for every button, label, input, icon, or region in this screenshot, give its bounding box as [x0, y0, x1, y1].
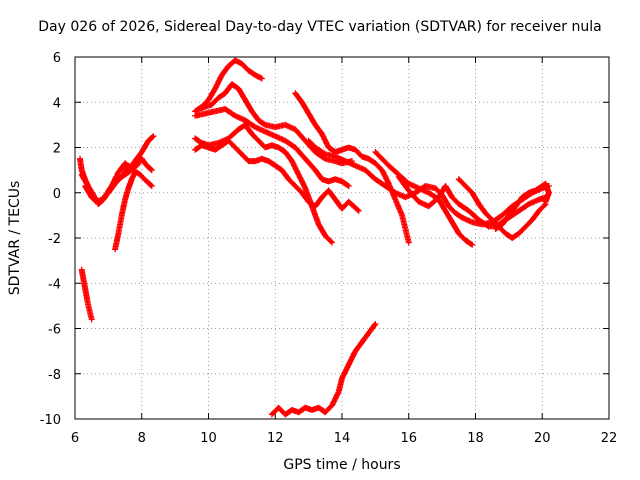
y-tick-label: 4 — [53, 96, 61, 111]
x-tick-label: 6 — [71, 431, 79, 446]
chart-title: Day 026 of 2026, Sidereal Day-to-day VTE… — [38, 19, 602, 35]
series-markers — [77, 57, 552, 418]
x-tick-label: 10 — [200, 431, 217, 446]
y-axis-label: SDTVAR / TECUs — [7, 180, 23, 296]
x-tick-label: 18 — [467, 431, 484, 446]
x-axis-label: GPS time / hours — [283, 457, 401, 473]
x-tick-label: 14 — [334, 431, 351, 446]
grid — [75, 57, 609, 419]
y-tick-label: 2 — [53, 142, 61, 157]
y-tick-label: 0 — [53, 187, 61, 202]
y-tick-label: -4 — [48, 277, 61, 292]
y-tick-label: -6 — [48, 323, 61, 338]
axis-ticks — [74, 56, 610, 420]
x-tick-label: 12 — [267, 431, 284, 446]
y-tick-label: -8 — [48, 368, 61, 383]
data-marks — [77, 57, 552, 418]
x-tick-label: 22 — [601, 431, 618, 446]
x-tick-label: 8 — [138, 431, 146, 446]
y-tick-label: -10 — [40, 413, 61, 428]
x-tick-label: 20 — [534, 431, 551, 446]
y-tick-label: -2 — [48, 232, 61, 247]
y-tick-label: 6 — [53, 51, 61, 66]
x-tick-label: 16 — [400, 431, 417, 446]
